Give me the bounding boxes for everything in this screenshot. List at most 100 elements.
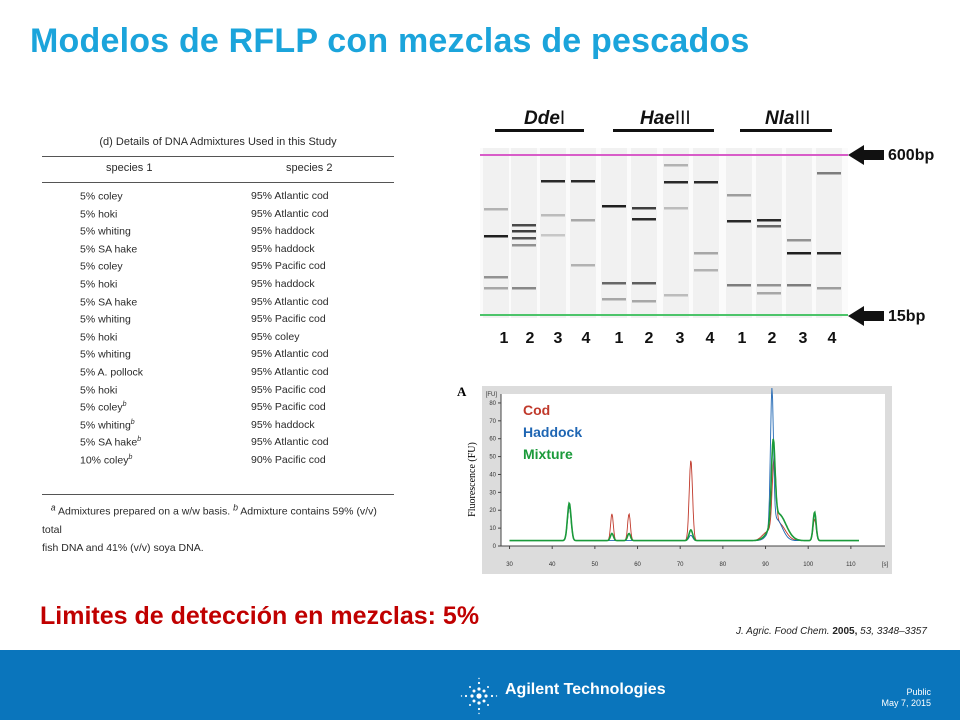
species1-cell: 5% whiting: [80, 348, 131, 361]
gel-band: [541, 214, 565, 217]
species1-cell: 5% coleyb: [80, 401, 127, 414]
table-row: 5% SA hake 95% haddock: [42, 243, 394, 261]
table-row: 5% whiting 95% haddock: [42, 225, 394, 243]
gel-band: [512, 287, 536, 290]
species1-cell: 5% whiting: [80, 313, 131, 326]
y-tick-label: 0: [493, 544, 497, 550]
table-header-rule: [42, 182, 394, 183]
x-tick-label: 110: [846, 562, 856, 568]
table-row: 5% hoki 95% Pacific cod: [42, 384, 394, 402]
gel-band: [632, 218, 656, 221]
gel-band: [664, 207, 688, 210]
y-tick-label: 20: [489, 508, 496, 514]
species2-cell: 95% Atlantic cod: [251, 436, 329, 449]
x-tick-label: 80: [720, 562, 727, 568]
species2-cell: 95% coley: [251, 330, 300, 343]
x-tick-label: 90: [762, 562, 769, 568]
gel-band: [484, 208, 508, 211]
table-row: 5% coleyb 95% Pacific cod: [42, 401, 394, 419]
species1-cell: 5% SA hake: [80, 243, 138, 256]
gel-band: [757, 219, 781, 222]
table-row: 5% coley 95% Atlantic cod: [42, 190, 394, 208]
citation: J. Agric. Food Chem. 2005, 53, 3348–3357: [736, 626, 927, 637]
classification-label: Public: [906, 687, 931, 697]
gel-band: [484, 287, 508, 290]
lane-number: 3: [798, 330, 808, 347]
table-caption: (d) Details of DNA Admixtures Used in th…: [99, 136, 337, 148]
species2-cell: 95% haddock: [251, 225, 315, 238]
species2-cell: 95% Atlantic cod: [251, 348, 329, 361]
enzyme-label-ddei: DdeI: [524, 108, 566, 129]
gel-lane: [663, 148, 689, 318]
species2-cell: 95% haddock: [251, 242, 315, 255]
footnote-line2: fish DNA and 41% (v/v) soya DNA.: [42, 541, 204, 554]
lane-number: 1: [737, 330, 747, 347]
gel-band: [727, 284, 751, 287]
gel-band: [694, 252, 718, 255]
enzyme-label-haeiii: HaeIII: [640, 108, 691, 129]
gel-lane: [483, 148, 509, 318]
species1-cell: 5% SA hakeb: [80, 436, 142, 449]
enzyme-bracket: [495, 129, 584, 132]
gel-lane: [570, 148, 596, 318]
x-tick-label: 30: [506, 562, 513, 568]
gel-band: [694, 269, 718, 272]
gel-lane: [631, 148, 657, 318]
gel-band: [664, 164, 688, 167]
brand-name: Agilent Technologies: [505, 681, 666, 698]
row-footnote-marker: b: [122, 401, 127, 409]
y-tick-label: 40: [489, 472, 496, 478]
enzyme-label-nlaiii: NlaIII: [765, 108, 811, 129]
species1-cell: 5% A. pollock: [80, 366, 144, 379]
gel-graphic: [480, 129, 884, 326]
footnote-b-text: Admixture contains 59% (v/v) total: [42, 505, 377, 536]
y-tick-label: 60: [489, 437, 496, 443]
gel-band: [602, 205, 626, 208]
species1-cell: 5% hoki: [80, 278, 118, 291]
gel-lane: [756, 148, 782, 318]
gel-lane: [726, 148, 752, 318]
gel-band: [632, 300, 656, 303]
electropherogram-graphic: 0 10 20 30 40 50 60 70 80 [FU] 30 40 50 60 70 80 90 100 11…: [482, 386, 892, 574]
mixture-trace: [509, 438, 859, 542]
gel-band: [787, 284, 811, 287]
species2-cell: 95% Atlantic cod: [251, 295, 329, 308]
table-body: 5% coley 95% Atlantic cod 5% hoki 95% Atlan…: [42, 190, 394, 472]
gel-band: [727, 220, 751, 223]
table-row: 5% whiting 95% Pacific cod: [42, 313, 394, 331]
gel-band: [602, 282, 626, 285]
table-row: 5% hoki 95% haddock: [42, 278, 394, 296]
gel-band: [757, 292, 781, 295]
y-tick-label: 50: [489, 455, 496, 461]
y-tick-label: 30: [489, 490, 496, 496]
species2-cell: 90% Pacific cod: [251, 453, 326, 466]
marker-600bp-label: 600bp: [888, 147, 935, 164]
plot-area: [501, 394, 885, 546]
lane-number: 4: [705, 330, 715, 347]
gel-lane: [816, 148, 842, 318]
table-top-rule: [42, 156, 394, 157]
species2-cell: 95% Pacific cod: [251, 401, 326, 414]
slide-title: Modelos de RFLP con mezclas de pescados: [30, 22, 750, 60]
table-row: 5% SA hakeb 95% Atlantic cod: [42, 436, 394, 454]
table-footnote: a Admixtures prepared on a w/w basis. b …: [42, 498, 398, 557]
footnote-b-marker: b: [233, 502, 238, 512]
gel-band: [512, 237, 536, 240]
gel-band: [757, 284, 781, 287]
gel-band: [787, 252, 811, 255]
species1-cell: 5% coley: [80, 260, 123, 273]
legend-mixture: Mixture: [523, 446, 573, 462]
lane-number: 2: [767, 330, 777, 347]
gel-band: [571, 180, 595, 183]
species1-cell: 5% SA hake: [80, 296, 138, 309]
y-tick-label: 10: [489, 526, 496, 532]
species2-cell: 95% Atlantic cod: [251, 190, 329, 202]
table-row: 5% hoki 95% Atlantic cod: [42, 208, 394, 226]
table-row: 5% hoki 95% coley: [42, 331, 394, 349]
x-unit-label: [s]: [882, 562, 889, 568]
species1-cell: 5% hoki: [80, 384, 118, 397]
legend-haddock: Haddock: [523, 424, 583, 440]
footer-bar: Agilent Technologies Public May 7, 2015: [0, 650, 960, 720]
y-tick-label: 70: [489, 419, 496, 425]
